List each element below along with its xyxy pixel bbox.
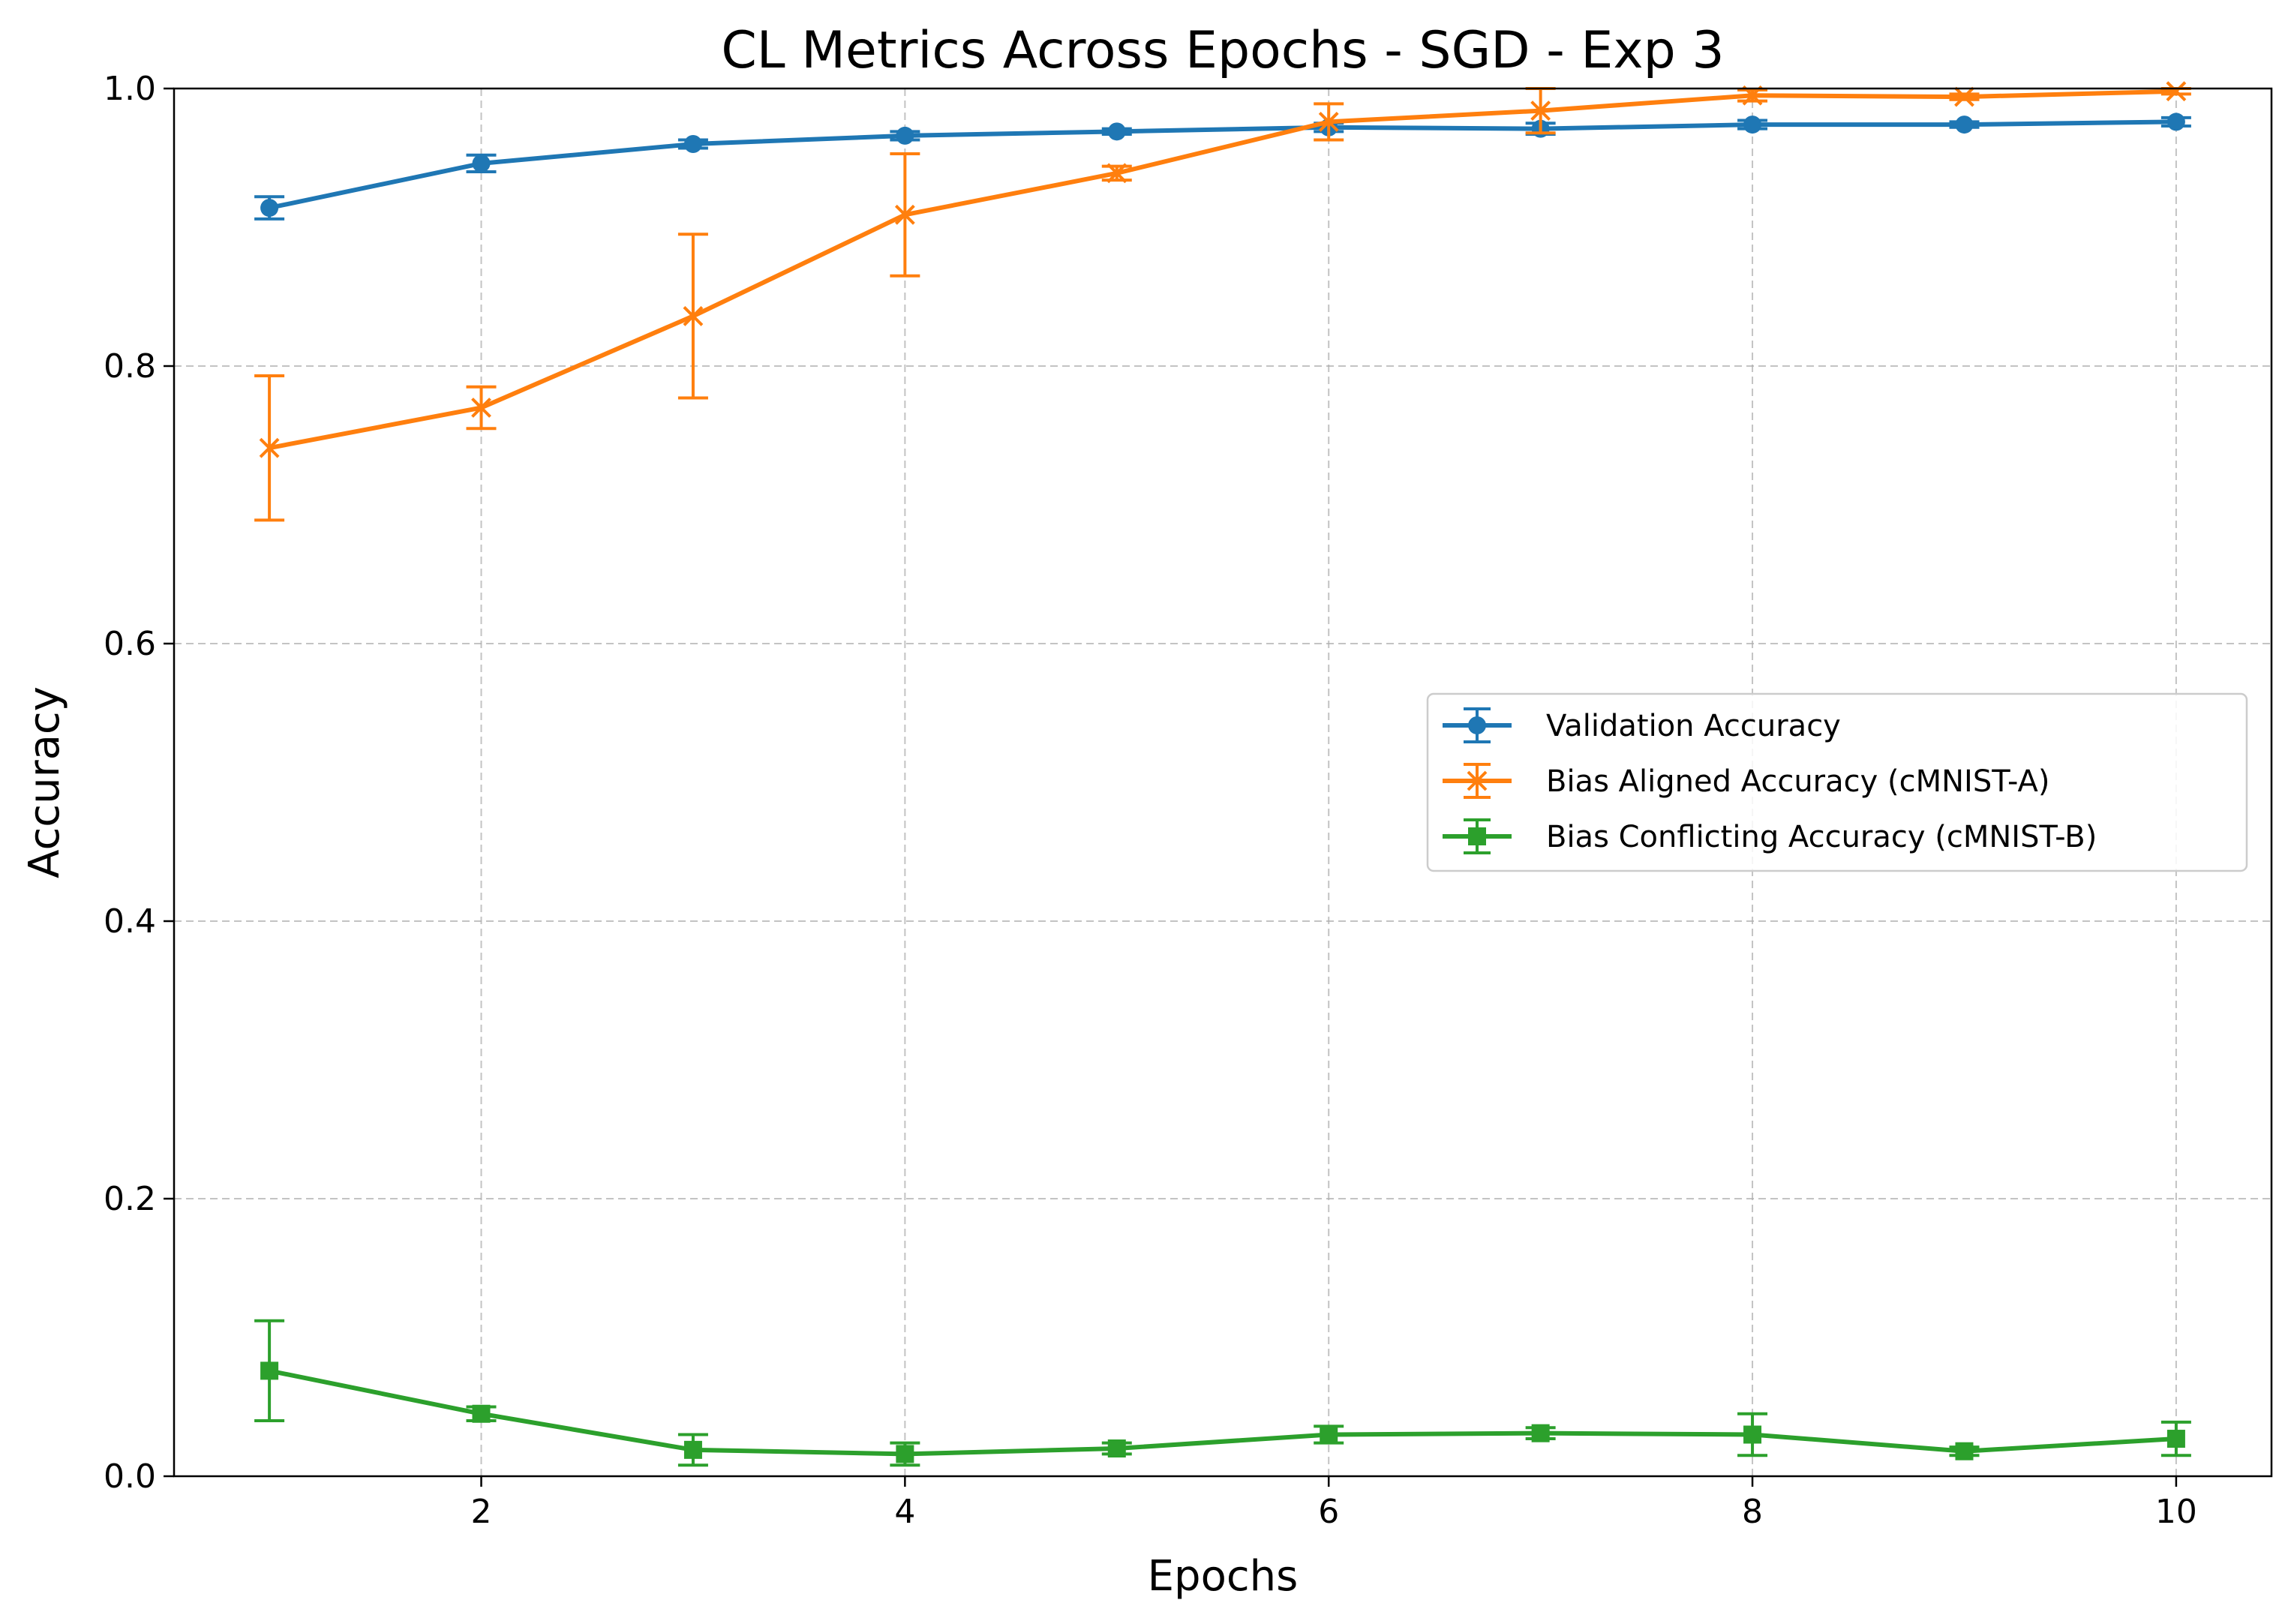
data-point bbox=[683, 305, 704, 326]
series-1 bbox=[254, 113, 2191, 221]
data-point bbox=[1743, 116, 1762, 134]
data-point bbox=[1954, 86, 1974, 107]
x-tick-label: 6 bbox=[1318, 1493, 1339, 1531]
data-point bbox=[1107, 1439, 1126, 1457]
grid-lines bbox=[174, 89, 2271, 1476]
legend-label: Validation Accuracy bbox=[1546, 709, 1841, 743]
data-point bbox=[259, 437, 280, 458]
data-point bbox=[472, 154, 491, 173]
data-point bbox=[260, 1361, 279, 1380]
data-point bbox=[896, 1445, 914, 1463]
data-point bbox=[683, 1440, 702, 1459]
legend: Validation Accuracy Bias Aligned Accuracy… bbox=[1426, 692, 2248, 872]
data-point bbox=[471, 398, 491, 418]
x-tick-label: 10 bbox=[2155, 1493, 2197, 1531]
y-tick-label: 0.0 bbox=[104, 1457, 156, 1496]
data-point bbox=[1106, 163, 1127, 184]
data-point bbox=[683, 135, 702, 153]
series-layer bbox=[254, 81, 2191, 1467]
axis-ticks: 2 4 6 8 10 0.0 0.2 0.4 0.6 0.8 1.0 bbox=[104, 70, 2197, 1531]
data-point bbox=[2166, 113, 2185, 131]
data-point bbox=[1955, 116, 1974, 134]
x-tick-label: 8 bbox=[1742, 1493, 1763, 1531]
y-tick-label: 0.4 bbox=[104, 902, 156, 941]
series-3 bbox=[254, 1319, 2191, 1467]
data-point bbox=[2166, 81, 2187, 102]
data-point bbox=[1107, 122, 1126, 141]
data-point bbox=[1530, 101, 1551, 122]
series-line bbox=[269, 89, 2176, 451]
data-point bbox=[472, 1404, 491, 1423]
legend-swatch-marker bbox=[1468, 716, 1486, 734]
legend-label: Bias Aligned Accuracy (cMNIST-A) bbox=[1546, 764, 2050, 799]
x-tick-label: 2 bbox=[471, 1493, 492, 1531]
data-point bbox=[1955, 1442, 1974, 1460]
chart-title: CL Metrics Across Epochs - SGD - Exp 3 bbox=[721, 21, 1724, 80]
series-2 bbox=[254, 81, 2191, 522]
y-tick-label: 0.8 bbox=[104, 347, 156, 386]
data-point bbox=[1743, 1425, 1762, 1444]
y-axis-label: Accuracy bbox=[20, 686, 69, 878]
y-tick-label: 0.6 bbox=[104, 625, 156, 663]
data-point bbox=[1318, 111, 1339, 132]
x-axis-label: Epochs bbox=[1148, 1552, 1299, 1601]
series-line bbox=[269, 119, 2176, 211]
legend-box bbox=[1426, 692, 2248, 872]
data-point bbox=[894, 204, 915, 225]
data-point bbox=[1320, 1425, 1338, 1444]
data-point bbox=[2166, 1430, 2185, 1448]
y-tick-label: 1.0 bbox=[104, 70, 156, 108]
x-tick-label: 4 bbox=[894, 1493, 915, 1531]
data-point bbox=[1531, 1424, 1550, 1442]
data-point bbox=[896, 126, 914, 145]
data-point bbox=[260, 199, 279, 218]
legend-label: Bias Conflicting Accuracy (cMNIST-B) bbox=[1546, 820, 2097, 854]
series-line bbox=[269, 1368, 2177, 1457]
legend-swatch-marker bbox=[1467, 770, 1488, 791]
plot-frame bbox=[173, 87, 2273, 1478]
legend-swatch-marker bbox=[1468, 827, 1486, 845]
y-tick-label: 0.2 bbox=[104, 1180, 156, 1218]
